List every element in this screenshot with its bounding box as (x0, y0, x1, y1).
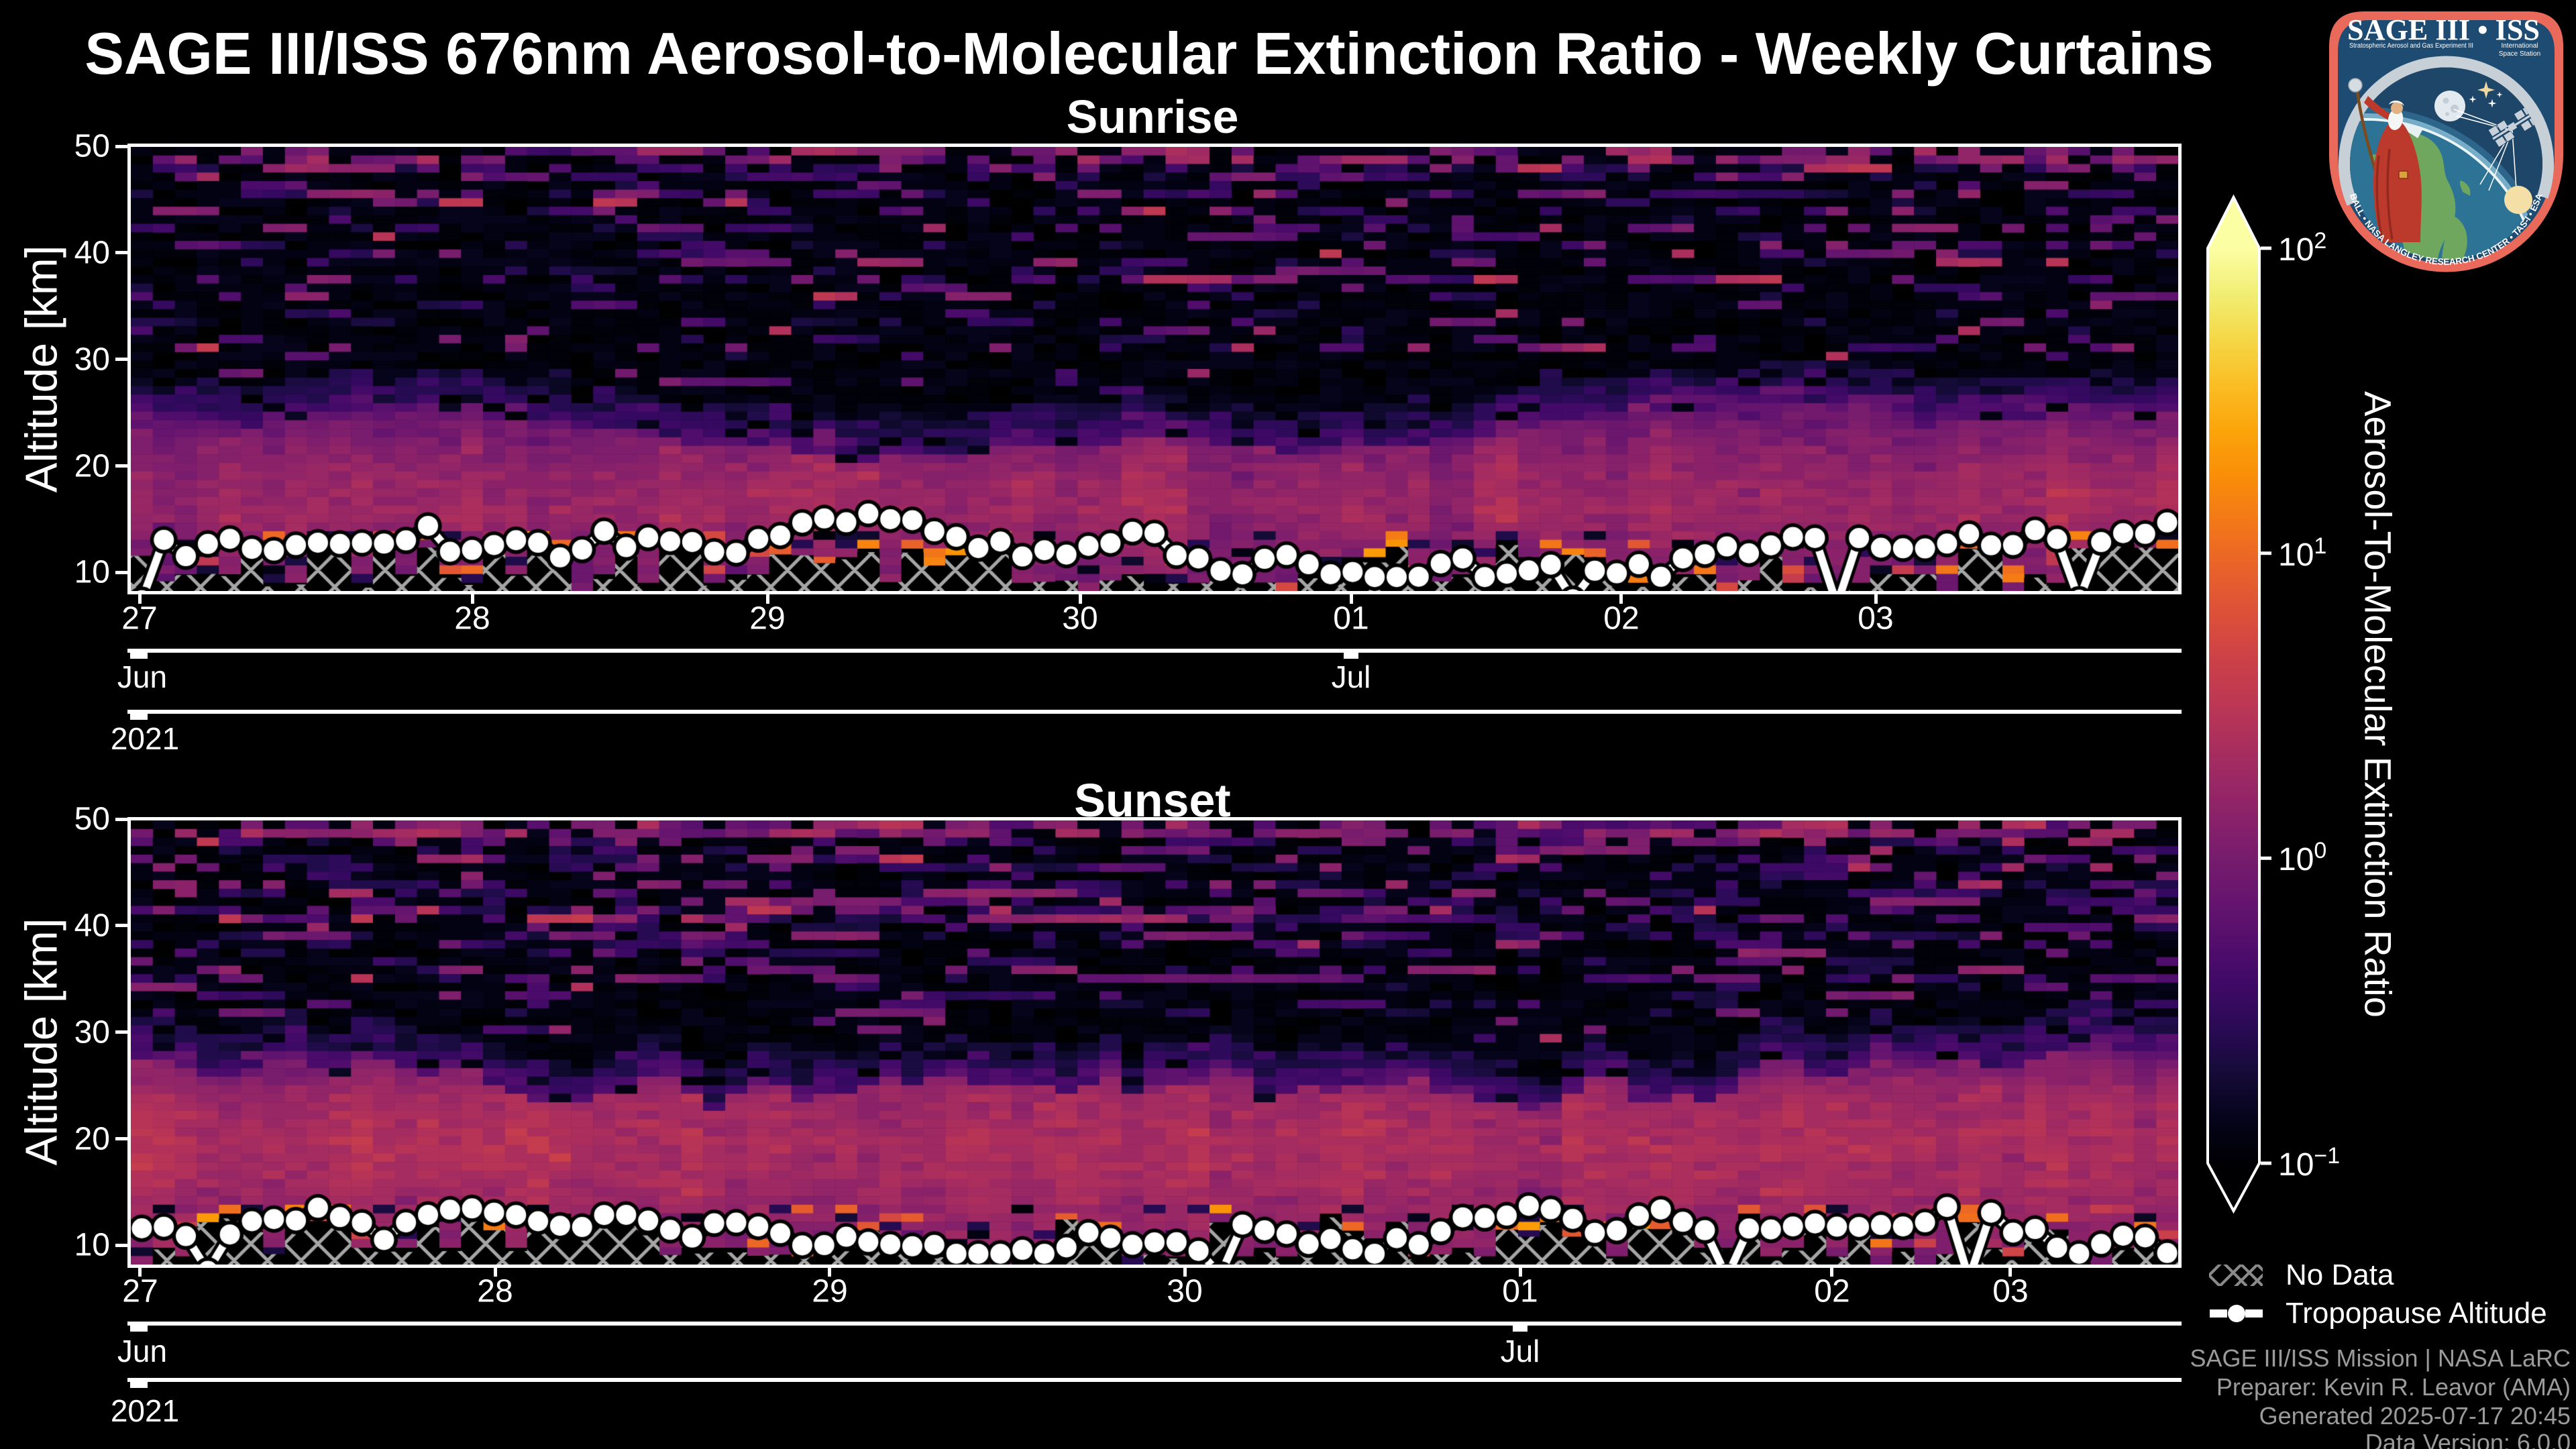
svg-text:International: International (2501, 42, 2538, 50)
svg-text:SAGE III • ISS: SAGE III • ISS (2347, 13, 2540, 46)
svg-text:Stratospheric Aerosol and Gas: Stratospheric Aerosol and Gas Experiment… (2349, 42, 2473, 50)
svg-text:Space Station: Space Station (2499, 50, 2540, 58)
